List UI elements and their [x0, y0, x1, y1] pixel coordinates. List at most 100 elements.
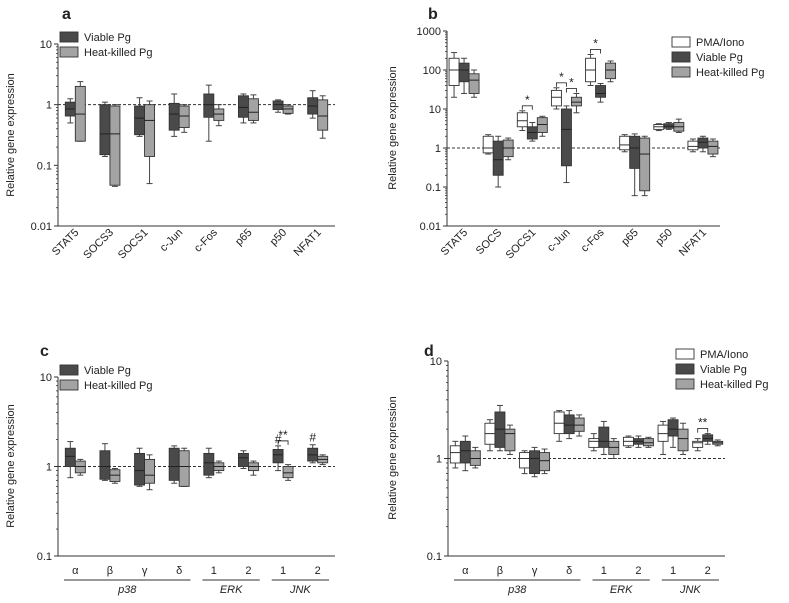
- box: [504, 428, 516, 452]
- category-label: 2: [705, 565, 711, 577]
- panel-letter: b: [428, 6, 438, 23]
- box: [282, 105, 294, 114]
- box: [529, 450, 541, 475]
- box: [178, 450, 190, 487]
- category-label: δ: [566, 565, 572, 577]
- box: [639, 137, 651, 192]
- category-label: p65: [619, 227, 640, 248]
- category-label: α: [462, 565, 469, 577]
- y-tick-label: 1: [435, 143, 441, 155]
- panel-d: d Relative gene expression 10 1 0.1 α β γ δ 1 2 1 2 p…: [387, 343, 768, 596]
- category-label: 2: [245, 565, 251, 577]
- y-tick-label: 1: [436, 454, 442, 466]
- box: [237, 95, 249, 118]
- box: [203, 452, 215, 476]
- box: [237, 452, 249, 467]
- y-tick-label: 1: [46, 462, 52, 474]
- group-label: ERK: [220, 584, 243, 596]
- legend-swatch: [675, 363, 695, 375]
- box: [605, 62, 617, 80]
- legend-label: Viable Pg: [700, 364, 747, 376]
- box: [677, 428, 689, 452]
- box: [468, 73, 480, 94]
- panel-letter: c: [40, 343, 49, 360]
- legend-swatch: [59, 31, 79, 43]
- box: [64, 447, 76, 467]
- box: [449, 445, 461, 464]
- significance-bracket: [590, 49, 602, 54]
- category-label: γ: [532, 565, 538, 577]
- box: [144, 458, 156, 484]
- box: [272, 449, 284, 464]
- panel-letter: d: [424, 343, 434, 360]
- box: [629, 135, 641, 169]
- box: [692, 440, 704, 448]
- group-label: ERK: [610, 584, 633, 596]
- significance-bracket: [697, 428, 709, 433]
- category-label: p50: [653, 227, 674, 248]
- box: [588, 438, 600, 448]
- box: [213, 108, 225, 121]
- legend-swatch: [59, 46, 79, 58]
- category-label: c-Fos: [579, 226, 607, 254]
- box: [598, 426, 610, 448]
- category-label: 2: [635, 565, 641, 577]
- category-label: 1: [211, 565, 217, 577]
- box: [458, 62, 470, 83]
- y-tick-label: 0.1: [426, 182, 441, 194]
- box: [272, 100, 284, 111]
- category-label: STAT5: [50, 227, 82, 259]
- box: [168, 102, 180, 131]
- box: [536, 117, 548, 133]
- y-tick-label: 0.1: [37, 160, 52, 172]
- legend-swatch: [671, 51, 691, 63]
- legend-label: Heat-killed Pg: [696, 67, 764, 79]
- significance-mark: *: [525, 93, 530, 107]
- category-label: δ: [176, 565, 182, 577]
- category-label: SOCS3: [81, 227, 116, 262]
- box: [608, 440, 620, 455]
- category-label: SOCS1: [116, 227, 151, 262]
- category-label: c-Jun: [545, 227, 573, 255]
- box: [539, 452, 551, 472]
- category-label: 1: [601, 565, 607, 577]
- group-label: p38: [507, 584, 527, 596]
- y-tick-label: 0.01: [31, 221, 52, 233]
- panel-a: a Relative gene expression 10 1 0.1 0.01STAT5…: [5, 6, 335, 261]
- category-label: β: [497, 565, 503, 577]
- legend-swatch: [671, 36, 691, 48]
- y-axis-label: Relative gene expression: [387, 66, 399, 190]
- y-tick-label: 10: [430, 356, 442, 368]
- box: [516, 112, 528, 128]
- y-tick-label: 100: [423, 65, 441, 77]
- group-label: JNK: [289, 584, 311, 596]
- legend-label: Heat-killed Pg: [700, 379, 768, 391]
- box: [99, 104, 111, 156]
- legend-swatch: [59, 364, 79, 376]
- box: [448, 57, 460, 86]
- hash-mark: #: [275, 432, 282, 446]
- box: [247, 98, 259, 121]
- y-tick-label: 10: [429, 104, 441, 116]
- box: [707, 140, 719, 155]
- y-tick-label: 0.1: [427, 551, 442, 563]
- y-tick-label: 10: [40, 39, 52, 51]
- box: [702, 434, 714, 442]
- significance-mark: *: [569, 75, 574, 89]
- significance-mark: *: [593, 36, 598, 50]
- significance-bracket: [521, 105, 533, 110]
- box: [570, 96, 582, 107]
- y-tick-label: 10: [40, 372, 52, 384]
- box: [563, 414, 575, 435]
- box: [687, 140, 699, 151]
- box: [619, 135, 631, 151]
- panel-letter: a: [62, 6, 71, 23]
- box: [642, 438, 654, 447]
- box: [317, 99, 329, 131]
- significance-mark: *: [559, 70, 564, 84]
- legend-label: PMA/Iono: [700, 349, 748, 361]
- category-label: STAT5: [439, 227, 471, 259]
- category-label: SOCS1: [504, 227, 539, 262]
- box: [667, 419, 679, 437]
